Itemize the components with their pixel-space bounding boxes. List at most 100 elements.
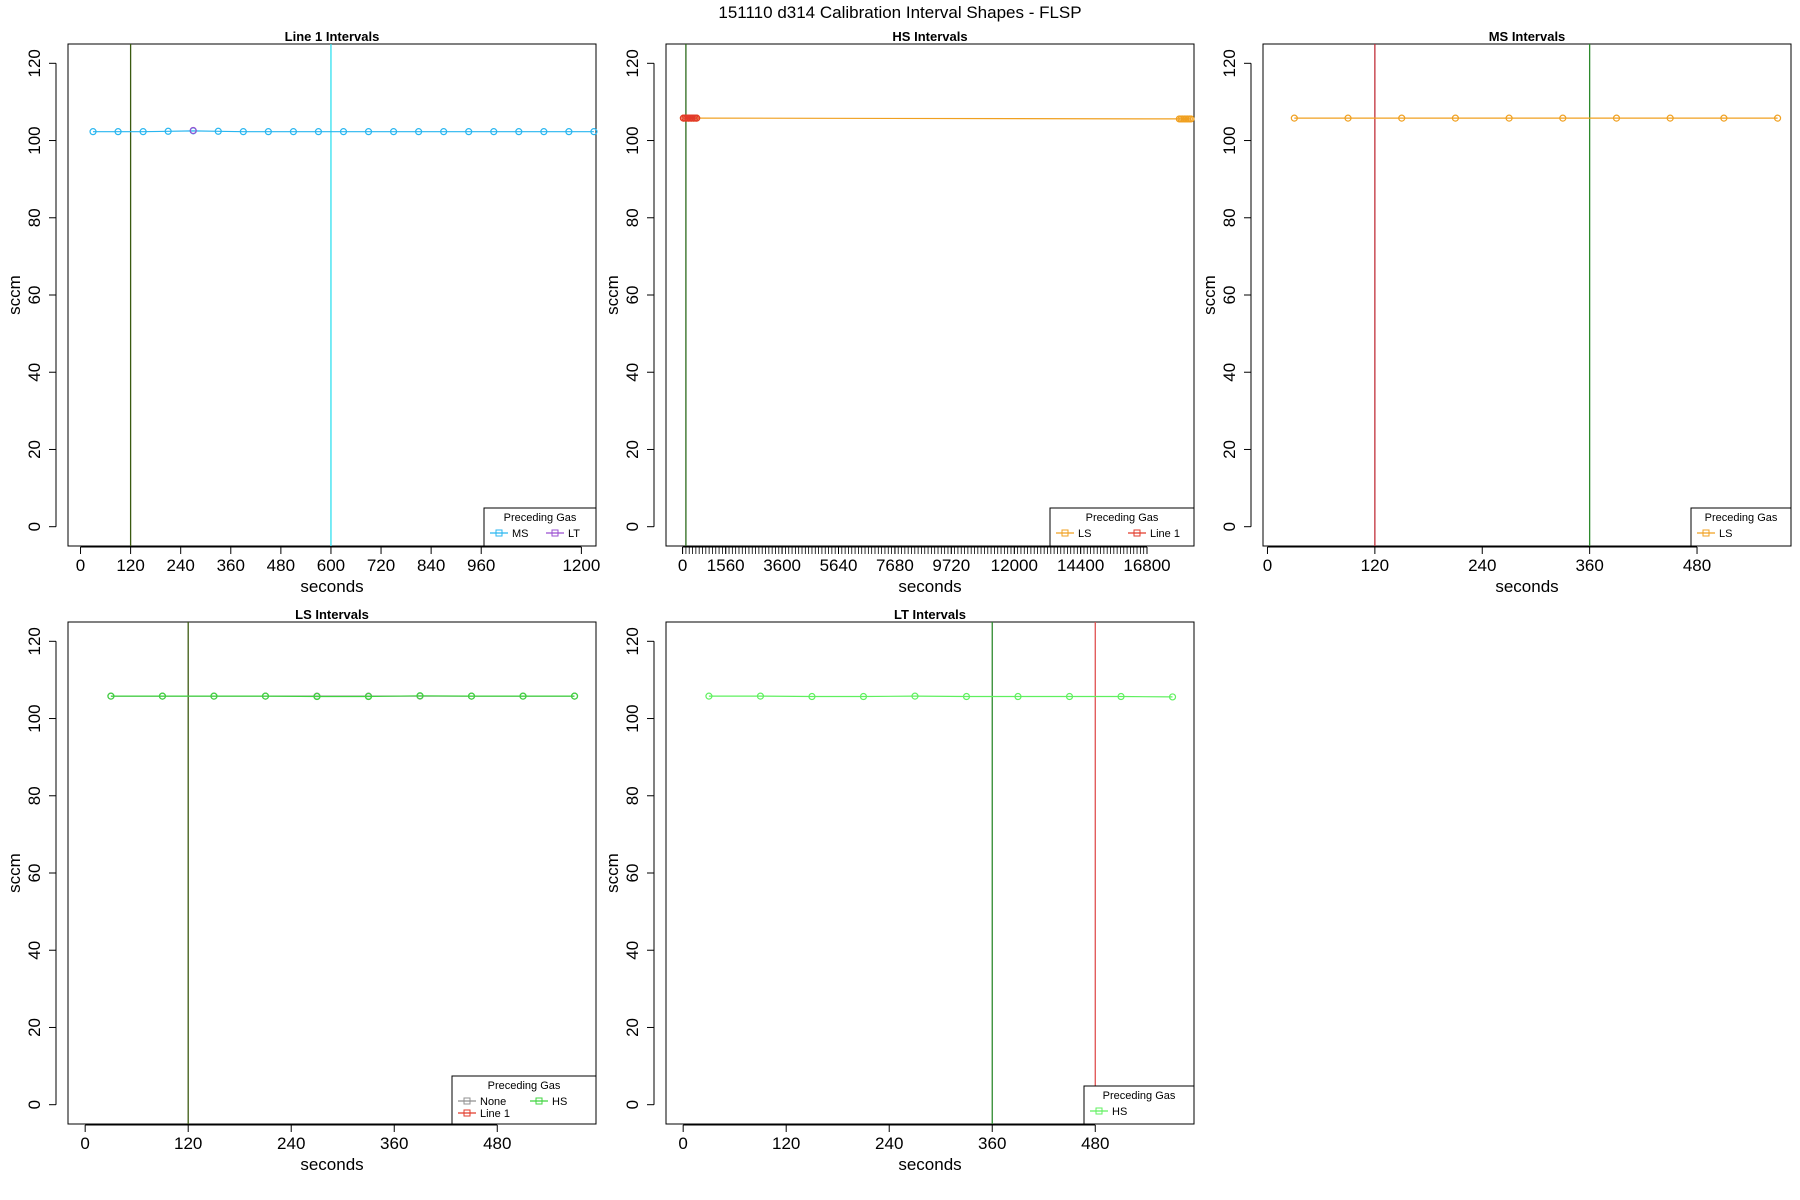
- plot-frame: [1262, 43, 1792, 547]
- series-line: [93, 130, 594, 133]
- x-tick-label: 0: [76, 556, 85, 575]
- data-point: [1398, 114, 1406, 122]
- y-tick-label: 100: [623, 126, 642, 154]
- y-tick-label: 80: [25, 786, 44, 805]
- y-axis-label: sccm: [603, 275, 622, 315]
- data-point: [289, 128, 297, 136]
- data-point: [314, 128, 323, 136]
- data-point: [565, 128, 573, 136]
- x-tick-label: 7680: [876, 556, 914, 575]
- y-tick-label: 60: [25, 286, 44, 305]
- x-axis-label: seconds: [300, 577, 363, 596]
- panel-title: Line 1 Intervals: [285, 29, 380, 44]
- y-axis-label: sccm: [603, 853, 622, 893]
- x-tick-label: 3600: [763, 556, 801, 575]
- plot-frame: [67, 621, 597, 1125]
- legend-entry: LT: [568, 528, 580, 540]
- data-point: [214, 127, 222, 135]
- x-tick-label: 600: [317, 556, 345, 575]
- legend-entry: Line 1: [1150, 528, 1180, 540]
- y-tick-label: 120: [623, 627, 642, 655]
- data-point: [158, 692, 167, 700]
- data-point: [962, 692, 971, 701]
- data-point: [1065, 692, 1074, 701]
- data-point: [1187, 115, 1195, 123]
- series-line: [683, 117, 1191, 120]
- y-tick-label: 0: [25, 522, 44, 531]
- y-axis-label: sccm: [5, 853, 24, 893]
- data-point: [389, 128, 398, 136]
- y-tick-label: 0: [623, 1100, 642, 1109]
- legend-swatch-marker: [535, 1097, 543, 1105]
- data-point: [1168, 693, 1177, 701]
- plot-frame: [67, 43, 597, 547]
- x-tick-label: 360: [978, 1134, 1006, 1153]
- legend-swatch-marker: [1095, 1107, 1103, 1115]
- x-axis-label: seconds: [1495, 577, 1558, 596]
- legend-title: Preceding Gas: [1103, 1090, 1176, 1102]
- legend-entry: HS: [552, 1096, 567, 1108]
- data-point: [364, 692, 373, 701]
- data-point: [339, 128, 348, 136]
- data-point: [114, 128, 122, 136]
- data-point: [590, 128, 598, 136]
- legend-entry: MS: [512, 528, 529, 540]
- y-tick-label: 80: [623, 208, 642, 227]
- chart-panel: HS Intervals 0 20 40 60 80 100 120 0 1560 3600 5640…: [603, 29, 1195, 596]
- x-tick-label: 16800: [1123, 556, 1170, 575]
- data-point: [139, 128, 147, 136]
- x-tick-label: 960: [467, 556, 495, 575]
- data-point: [1612, 114, 1621, 122]
- x-tick-label: 0: [80, 1134, 89, 1153]
- x-tick-label: 0: [1263, 556, 1272, 575]
- data-point: [210, 692, 218, 700]
- data-point: [164, 127, 172, 135]
- x-tick-label: 840: [417, 556, 445, 575]
- panel-title: MS Intervals: [1489, 29, 1566, 44]
- x-tick-label: 5640: [820, 556, 858, 575]
- data-point: [1290, 114, 1298, 122]
- data-point: [189, 126, 197, 135]
- y-tick-label: 100: [25, 126, 44, 154]
- legend-swatch-marker: [1702, 529, 1710, 537]
- data-point: [911, 692, 919, 700]
- y-tick-label: 40: [623, 363, 642, 382]
- chart-panel: LT Intervals 0 20 40 60 80 100 120 0 120 240 360 480…: [603, 607, 1195, 1174]
- legend: Preceding Gas LS: [1690, 507, 1792, 547]
- y-tick-label: 100: [1220, 126, 1239, 154]
- y-tick-label: 20: [623, 1018, 642, 1037]
- x-tick-label: 14400: [1057, 556, 1104, 575]
- data-point: [107, 692, 115, 700]
- data-point: [1559, 114, 1567, 122]
- data-point: [1505, 114, 1513, 122]
- x-tick-label: 120: [174, 1134, 202, 1153]
- legend-entry: HS: [1112, 1106, 1127, 1118]
- y-tick-label: 40: [1220, 363, 1239, 382]
- x-axis-label: seconds: [898, 577, 961, 596]
- x-tick-label: 480: [267, 556, 295, 575]
- data-point: [756, 692, 765, 700]
- legend-swatch-marker: [463, 1109, 471, 1117]
- x-tick-label: 120: [772, 1134, 800, 1153]
- legend-swatch-marker: [1133, 529, 1141, 537]
- legend: Preceding Gas MS LT: [483, 507, 597, 547]
- data-point: [467, 692, 476, 700]
- series-line: [110, 695, 575, 698]
- legend-swatch-marker: [495, 529, 503, 537]
- data-point: [808, 692, 816, 701]
- data-point: [261, 692, 270, 700]
- y-axis-label: sccm: [1200, 275, 1219, 315]
- data-point: [313, 692, 321, 701]
- x-tick-label: 0: [678, 1134, 687, 1153]
- data-point: [1666, 114, 1674, 122]
- y-tick-label: 40: [623, 941, 642, 960]
- figure-title: 151110 d314 Calibration Interval Shapes …: [718, 3, 1081, 22]
- legend-title: Preceding Gas: [1086, 512, 1159, 524]
- data-point: [519, 692, 527, 700]
- x-tick-label: 360: [217, 556, 245, 575]
- y-tick-label: 80: [25, 208, 44, 227]
- y-tick-label: 40: [25, 941, 44, 960]
- y-tick-label: 0: [623, 522, 642, 531]
- x-tick-label: 480: [483, 1134, 511, 1153]
